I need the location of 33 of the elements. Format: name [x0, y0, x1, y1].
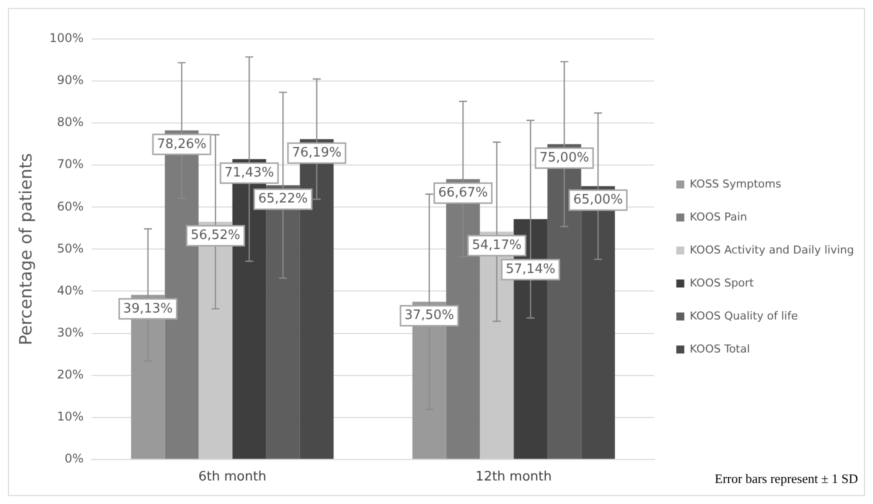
- data-label: 65,22%: [258, 192, 308, 207]
- y-tick-label: 20%: [57, 367, 84, 382]
- x-tick-label: 6th month: [198, 470, 266, 485]
- y-tick-label: 50%: [57, 241, 84, 256]
- data-label: 66,67%: [438, 185, 488, 200]
- data-label: 78,26%: [156, 136, 207, 152]
- y-tick-label: 80%: [57, 115, 84, 130]
- legend-label: KOSS Symptoms: [690, 177, 782, 190]
- legend-label: KOOS Pain: [690, 210, 748, 224]
- y-tick-label: 30%: [57, 325, 84, 340]
- data-label: 71,43%: [224, 165, 274, 180]
- data-label: 54,17%: [472, 238, 522, 254]
- legend-label: KOOS Activity and Daily living: [690, 243, 854, 256]
- y-tick-label: 10%: [57, 409, 84, 424]
- data-label: 56,52%: [190, 228, 240, 244]
- data-label: 65,00%: [573, 192, 623, 208]
- y-axis-title: Percentage of patients: [16, 152, 37, 346]
- data-label: 57,14%: [506, 262, 556, 278]
- y-tick-label: 60%: [57, 199, 84, 214]
- y-tick-label: 0%: [64, 452, 84, 466]
- y-tick-label: 100%: [49, 31, 84, 46]
- legend-label: KOOS Quality of life: [690, 309, 798, 322]
- legend-label: KOOS Sport: [690, 276, 754, 290]
- x-tick-label: 12th month: [476, 470, 552, 485]
- data-label: 37,50%: [404, 308, 454, 324]
- legend-label: KOOS Total: [690, 342, 750, 356]
- text: Error bars represent ± 1 SD: [714, 470, 858, 486]
- y-tick-label: 40%: [57, 283, 84, 298]
- y-tick-label: 70%: [57, 157, 84, 172]
- data-label: 75,00%: [540, 150, 590, 166]
- data-label: 76,19%: [292, 145, 342, 160]
- data-label: 39,13%: [123, 301, 173, 316]
- y-tick-label: 90%: [57, 73, 84, 88]
